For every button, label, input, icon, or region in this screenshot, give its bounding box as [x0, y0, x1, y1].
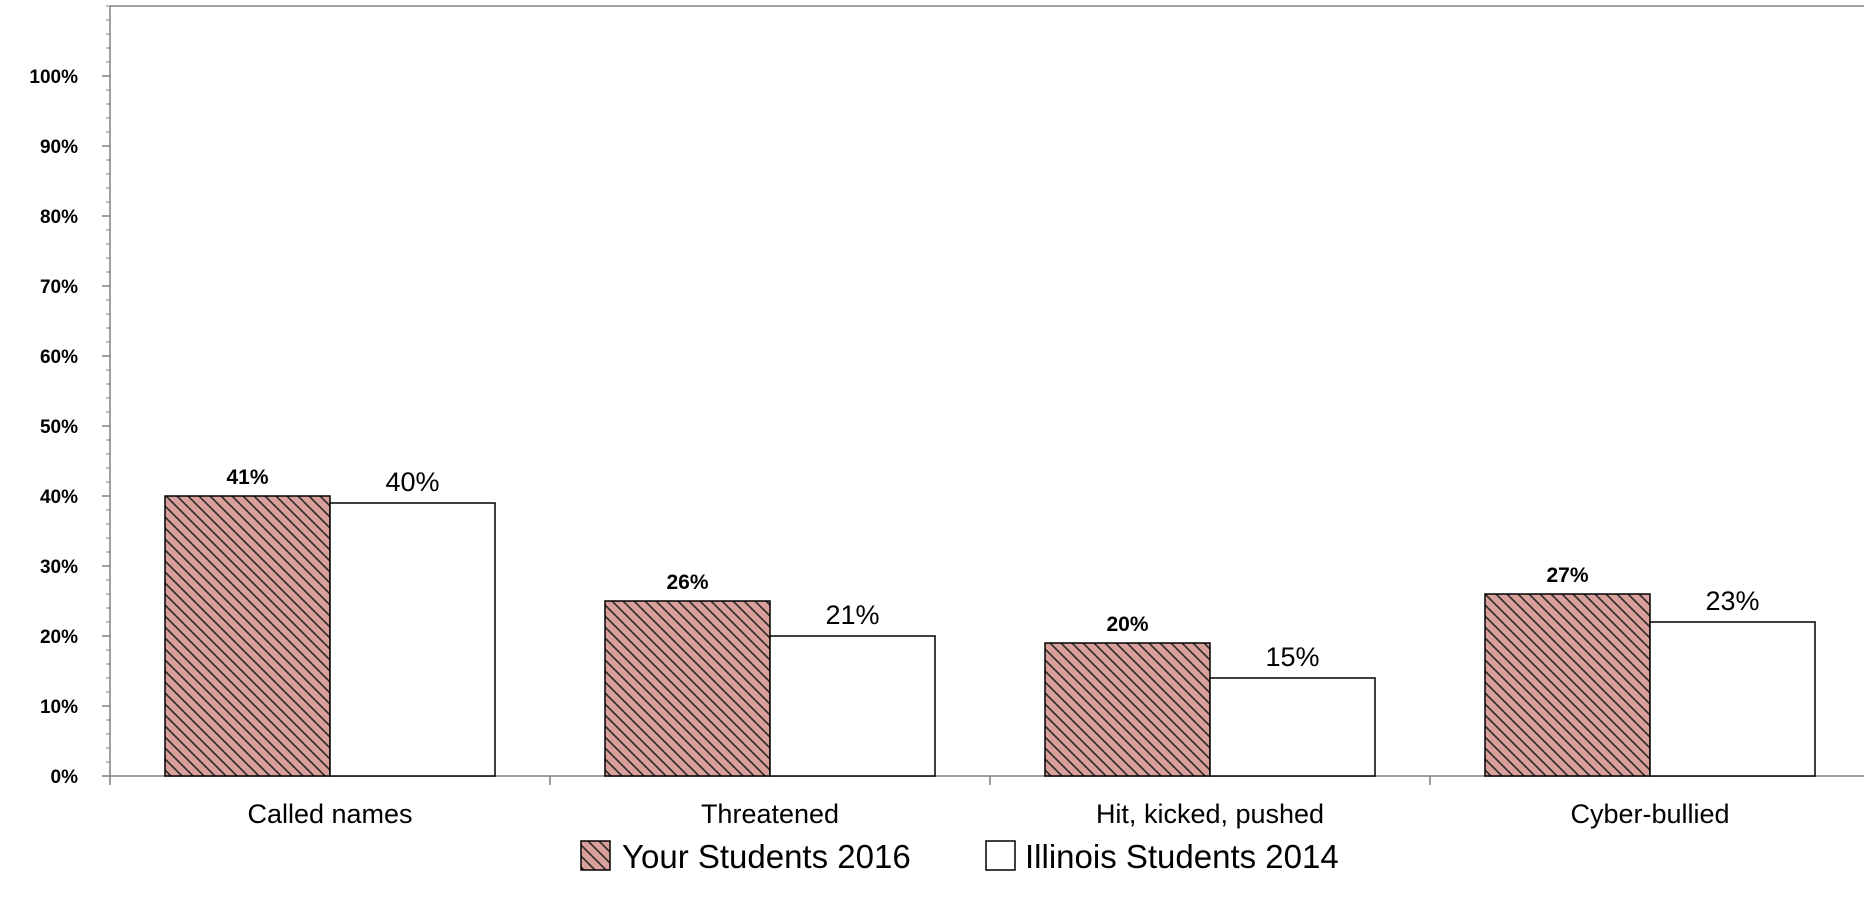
x-tick-label: Cyber-bullied — [1570, 799, 1729, 829]
legend-swatch-illinois-students — [985, 840, 1016, 871]
legend-label-your-students: Your Students 2016 — [622, 838, 911, 875]
legend-swatch-your-students — [580, 840, 611, 871]
data-label-illinois-students: 15% — [1265, 642, 1319, 672]
y-tick-label: 80% — [40, 207, 78, 228]
data-label-your-students: 26% — [666, 571, 708, 594]
bar-your-students — [1484, 593, 1651, 777]
bar-illinois-students — [329, 502, 496, 777]
bar-illinois-students — [1209, 677, 1376, 777]
data-label-illinois-students: 40% — [385, 467, 439, 497]
y-tick-label: 0% — [51, 767, 79, 788]
legend-label-illinois-students: Illinois Students 2014 — [1025, 838, 1339, 875]
data-label-illinois-students: 21% — [825, 600, 879, 630]
bar-your-students — [164, 495, 331, 777]
y-tick-label: 100% — [29, 67, 78, 88]
y-tick-label: 10% — [40, 697, 78, 718]
bar-your-students — [1044, 642, 1211, 777]
y-tick-label: 70% — [40, 277, 78, 298]
y-tick-label: 40% — [40, 487, 78, 508]
data-label-your-students: 27% — [1546, 564, 1588, 587]
y-tick-label: 60% — [40, 347, 78, 368]
x-tick-label: Threatened — [701, 799, 839, 829]
x-tick-label: Called names — [247, 799, 412, 829]
data-label-your-students: 20% — [1106, 613, 1148, 636]
data-label-your-students: 41% — [226, 466, 268, 489]
x-tick-label: Hit, kicked, pushed — [1096, 799, 1324, 829]
bar-your-students — [604, 600, 771, 777]
data-label-illinois-students: 23% — [1705, 586, 1759, 616]
bar-illinois-students — [769, 635, 936, 777]
y-tick-label: 30% — [40, 557, 78, 578]
y-tick-label: 20% — [40, 627, 78, 648]
bar-illinois-students — [1649, 621, 1816, 777]
y-tick-label: 50% — [40, 417, 78, 438]
y-tick-label: 90% — [40, 137, 78, 158]
